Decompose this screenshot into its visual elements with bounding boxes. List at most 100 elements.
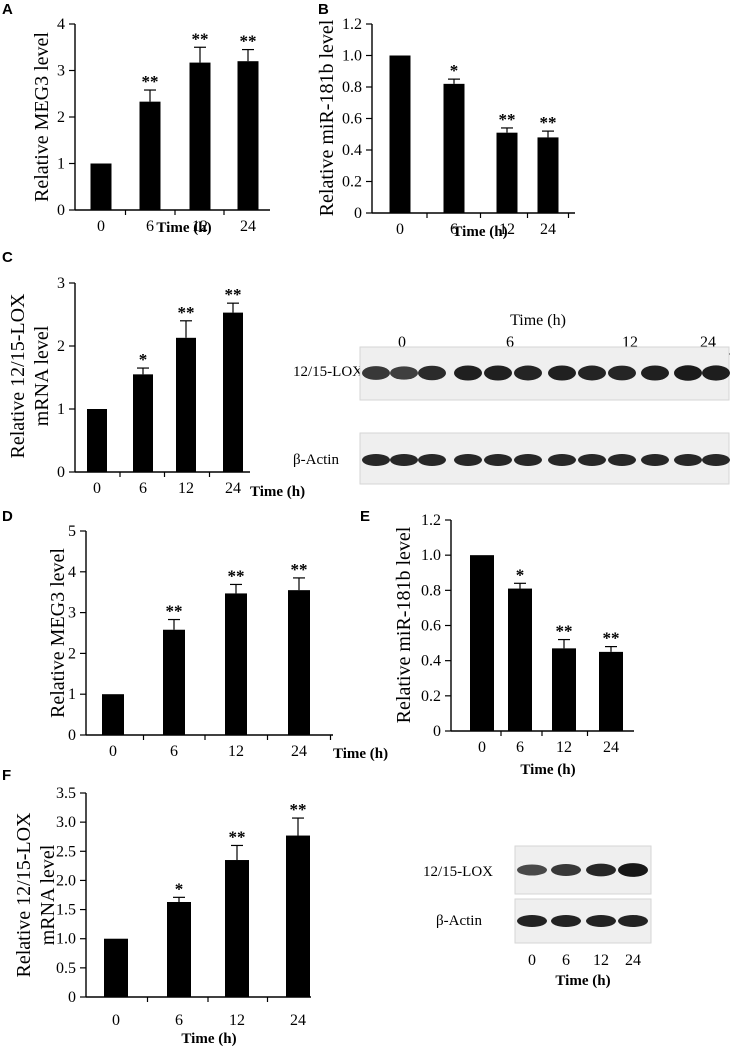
significance-marker: ** [166, 602, 183, 621]
y-tick-label: 2.5 [56, 843, 76, 860]
blot-f-lane-label: 12 [593, 952, 609, 969]
blot-c-lox-band [454, 365, 482, 381]
x-axis-label: Time (h) [181, 1031, 236, 1047]
significance-marker: ** [603, 629, 620, 648]
y-tick-label: 3.0 [56, 814, 76, 831]
bar-12h [225, 593, 247, 735]
y-tick-label: 0.5 [56, 960, 76, 977]
bar-6h [508, 588, 532, 731]
y-tick-label: 0.4 [342, 142, 362, 159]
bar-24h [288, 590, 310, 735]
bar-0h [90, 163, 112, 210]
x-tick-label: 24 [225, 480, 241, 497]
y-tick-label: 3 [57, 275, 65, 292]
y-tick-label: 0.6 [342, 111, 362, 128]
panel-letter-a: A [2, 1, 13, 18]
y-tick-label: 3 [57, 63, 65, 80]
panel-letter-f: F [2, 767, 11, 784]
blot-c-lox-band [578, 365, 606, 381]
x-axis-label: Time (h) [250, 484, 305, 500]
y-tick-label: 1.0 [342, 48, 362, 65]
x-tick-label: 6 [139, 480, 147, 497]
blot-c-actin-band [578, 454, 606, 466]
bar-0h [470, 555, 494, 731]
significance-marker: ** [229, 827, 246, 846]
significance-marker: ** [178, 303, 195, 322]
x-tick-label: 12 [499, 221, 515, 238]
x-tick-label: 12 [556, 739, 572, 756]
y-tick-label: 1.0 [56, 931, 76, 948]
significance-marker: ** [192, 29, 209, 48]
blot-c-group-label: 6 [506, 334, 514, 351]
blot-f-lane-label: 0 [528, 952, 536, 969]
y-tick-label: 0 [57, 464, 65, 481]
x-tick-label: 24 [291, 743, 307, 760]
y-tick-label: 0.2 [421, 688, 441, 705]
y-axis-label-line1: Relative 12/15-LOX [7, 293, 29, 459]
x-tick-label: 24 [290, 1012, 306, 1029]
y-tick-label: 1.5 [56, 902, 76, 919]
chart-e-mir181b: 0 0.2 0.4 0.6 0.8 1.0 1.2 0 * 6 ** 12 ** 24 Time (h) Re… [393, 512, 634, 778]
bar-6h [133, 374, 153, 472]
panel-letter-c: C [2, 249, 13, 266]
bar-0h [102, 694, 124, 735]
blot-c-lox-band [548, 365, 576, 381]
panel-letter-e: E [360, 508, 370, 525]
panel-letter-b: B [318, 1, 329, 18]
y-axis-label: Relative miR-181b level [393, 526, 415, 723]
y-tick-label: 3 [68, 605, 76, 622]
significance-marker: ** [499, 110, 516, 129]
blot-f-actin-bands [517, 915, 648, 927]
blot-f-actin-band [517, 915, 547, 927]
blot-c-actin-band [362, 454, 390, 466]
bar-6h [139, 101, 161, 210]
significance-marker: ** [228, 566, 245, 585]
y-tick-label: 0.8 [421, 582, 441, 599]
blot-c-time-title: Time (h) [510, 312, 566, 329]
significance-marker: ** [142, 72, 159, 91]
x-tick-label: 12 [228, 743, 244, 760]
significance-marker: * [139, 350, 148, 369]
blot-f-lox-band [517, 864, 547, 876]
x-tick-label: 0 [109, 743, 117, 760]
bar-0h [389, 55, 411, 213]
blot-c-actin-band [608, 454, 636, 466]
blot-f-lox-label: 12/15-LOX [423, 864, 493, 880]
x-tick-label: 12 [229, 1012, 245, 1029]
blot-c-actin-band [454, 454, 482, 466]
bar-12h [189, 62, 211, 210]
x-tick-label: 6 [450, 221, 458, 238]
blot-c-group-label: 0 [398, 334, 406, 351]
bar-12h [176, 337, 196, 472]
significance-marker: * [175, 879, 184, 898]
blot-c-lox-band [390, 366, 418, 380]
blot-f-lox-band [551, 864, 581, 876]
x-tick-label: 12 [192, 218, 208, 235]
significance-marker: ** [291, 560, 308, 579]
blot-f-actin-band [551, 915, 581, 927]
blot-f-lox-band [586, 863, 616, 877]
x-tick-label: 24 [540, 221, 556, 238]
y-tick-label: 5 [68, 523, 76, 540]
y-axis-label: Relative miR-181b level [316, 19, 338, 216]
y-tick-label: 2 [57, 109, 65, 126]
blot-c-lox-band [608, 365, 636, 381]
x-axis-label: Time (h) [333, 746, 388, 762]
chart-f-lox: 0 0.5 1.0 1.5 2.0 2.5 3.0 3.5 0 * 6 ** 12 ** 24 Time (h… [13, 785, 311, 1047]
y-axis-label-line2: mRNA level [31, 325, 53, 426]
x-tick-label: 24 [603, 739, 619, 756]
blot-c-lox-label: 12/15-LOX [293, 364, 363, 380]
significance-marker: ** [556, 622, 573, 641]
western-blot-f: 12/15-LOX β-Actin 0 6 12 24 Time (h) [423, 845, 652, 989]
blot-c-lox-band [418, 365, 446, 381]
significance-marker: ** [540, 113, 557, 132]
blot-f-lane-label: 24 [625, 952, 641, 969]
x-tick-label: 6 [175, 1012, 183, 1029]
blot-c-lox-band [514, 365, 542, 381]
y-tick-label: 1 [57, 156, 65, 173]
significance-marker: ** [225, 285, 242, 304]
